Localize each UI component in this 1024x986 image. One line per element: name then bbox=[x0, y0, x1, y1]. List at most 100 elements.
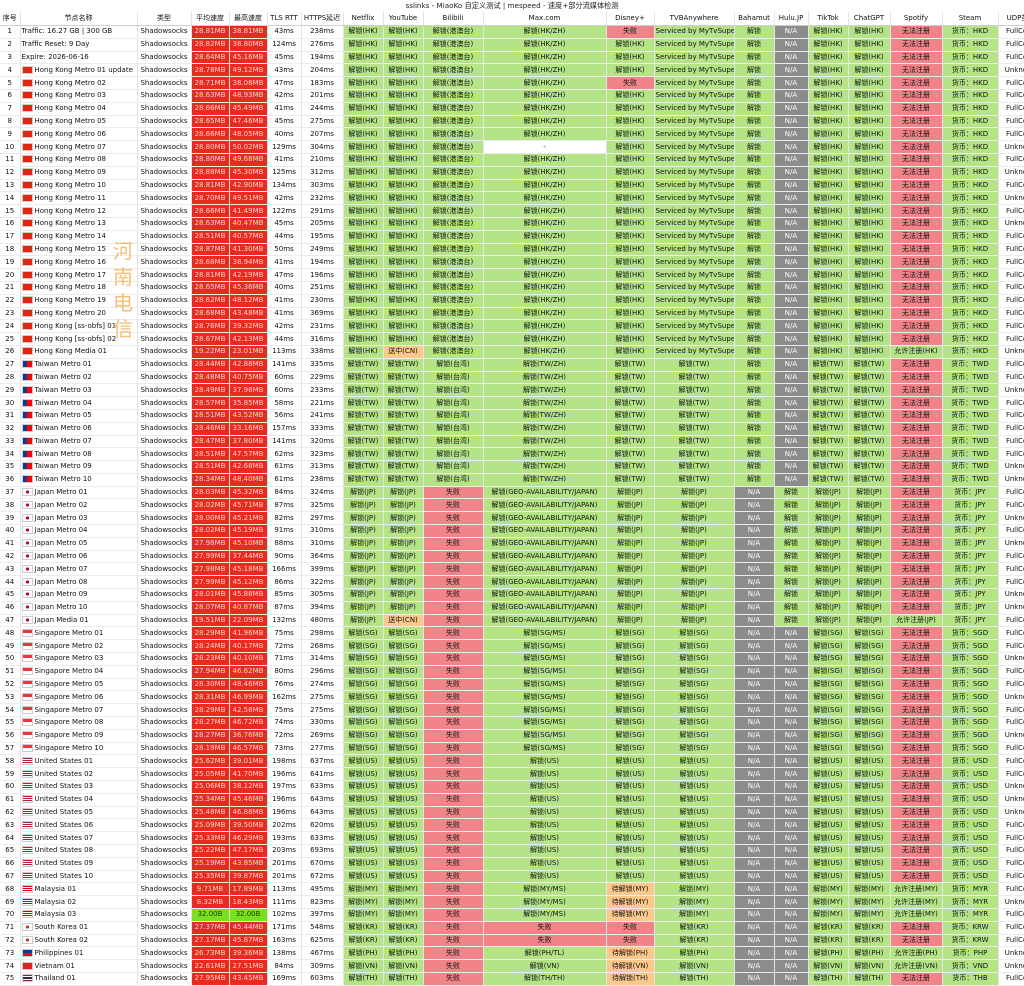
table-row[interactable]: 10 Hong Kong Metro 07 Shadowsocks 28.80MB 50… bbox=[0, 140, 1024, 154]
table-row[interactable]: 19 Hong Kong Metro 16 Shadowsocks 28.68MB 38… bbox=[0, 255, 1024, 270]
table-row[interactable]: 36 Taiwan Metro 10 Shadowsocks 28.34MB 48.40… bbox=[0, 473, 1024, 487]
table-row[interactable]: 66 United States 09 Shadowsocks 25.19MB 43.8… bbox=[0, 857, 1024, 871]
table-row[interactable]: 18 Hong Kong Metro 15 Shadowsocks 28.87MB 41… bbox=[0, 243, 1024, 257]
column-header[interactable]: YouTube bbox=[383, 12, 424, 26]
table-row[interactable]: 7 Hong Kong Metro 04 Shadowsocks 28.66MB 45.… bbox=[0, 102, 1024, 116]
table-row[interactable]: 29 Taiwan Metro 03 Shadowsocks 28.49MB 37.98… bbox=[0, 383, 1024, 398]
table-row[interactable]: 35 Taiwan Metro 09 Shadowsocks 28.51MB 42.68… bbox=[0, 460, 1024, 474]
column-header[interactable]: 平均速度 bbox=[191, 12, 230, 26]
table-row[interactable]: 60 United States 03 Shadowsocks 25.06MB 38.1… bbox=[0, 780, 1024, 794]
table-row[interactable]: 59 United States 02 Shadowsocks 25.05MB 41.7… bbox=[0, 767, 1024, 782]
column-header[interactable]: Steam bbox=[942, 12, 999, 26]
table-row[interactable]: 47 Japan Media 01 Shadowsocks 19.51MB 22.09M… bbox=[0, 614, 1024, 628]
table-row[interactable]: 5 Hong Kong Metro 02 Shadowsocks 28.71MB 38.… bbox=[0, 76, 1024, 90]
table-row[interactable]: 45 Japan Metro 09 Shadowsocks 28.01MB 45.88M… bbox=[0, 588, 1024, 602]
table-row[interactable]: 11 Hong Kong Metro 08 Shadowsocks 28.80MB 49… bbox=[0, 153, 1024, 167]
column-header[interactable]: Netflix bbox=[343, 12, 384, 26]
table-row[interactable]: 33 Taiwan Metro 07 Shadowsocks 28.47MB 37.80… bbox=[0, 435, 1024, 449]
column-header[interactable]: 最高速度 bbox=[229, 12, 268, 26]
table-row[interactable]: 41 Japan Metro 05 Shadowsocks 27.98MB 45.10M… bbox=[0, 537, 1024, 551]
table-row[interactable]: 16 Hong Kong Metro 13 Shadowsocks 28.63MB 40… bbox=[0, 217, 1024, 231]
table-row[interactable]: 15 Hong Kong Metro 12 Shadowsocks 28.66MB 41… bbox=[0, 204, 1024, 218]
table-row[interactable]: 3 Expire: 2026-06-16 Shadowsocks 28.64MB 45.… bbox=[0, 51, 1024, 65]
table-row[interactable]: 13 Hong Kong Metro 10 Shadowsocks 28.81MB 42… bbox=[0, 179, 1024, 193]
table-row[interactable]: 22 Hong Kong Metro 19 Shadowsocks 28.62MB 48… bbox=[0, 294, 1024, 308]
column-header[interactable]: Spotify bbox=[890, 12, 943, 26]
column-header[interactable]: Bilibili bbox=[423, 12, 484, 26]
table-row[interactable]: 61 United States 04 Shadowsocks 25.34MB 45.4… bbox=[0, 793, 1024, 807]
table-row[interactable]: 17 Hong Kong Metro 14 Shadowsocks 28.51MB 40… bbox=[0, 230, 1024, 244]
column-header[interactable]: Disney+ bbox=[606, 12, 655, 26]
table-row[interactable]: 23 Hong Kong Metro 20 Shadowsocks 28.68MB 43… bbox=[0, 307, 1024, 321]
table-row[interactable]: 53 Singapore Metro 06 Shadowsocks 28.31MB 46… bbox=[0, 690, 1024, 705]
table-row[interactable]: 44 Japan Metro 08 Shadowsocks 27.99MB 45.12M… bbox=[0, 575, 1024, 590]
row-index: 10 bbox=[0, 140, 21, 154]
table-row[interactable]: 65 United States 08 Shadowsocks 25.22MB 47.1… bbox=[0, 844, 1024, 858]
column-header[interactable]: HTTPS延迟 bbox=[301, 12, 344, 26]
table-row[interactable]: 27 Taiwan Metro 01 Shadowsocks 28.44MB 42.88… bbox=[0, 358, 1024, 372]
table-row[interactable]: 28 Taiwan Metro 02 Shadowsocks 28.48MB 40.75… bbox=[0, 371, 1024, 385]
tvb-result: 解锁(US) bbox=[654, 780, 735, 794]
table-row[interactable]: 74 Vietnam 01 Shadowsocks 22.61MB 27.51MB 84m… bbox=[0, 959, 1024, 973]
table-row[interactable]: 12 Hong Kong Metro 09 Shadowsocks 28.88MB 45… bbox=[0, 166, 1024, 180]
table-row[interactable]: 52 Singapore Metro 05 Shadowsocks 28.30MB 48… bbox=[0, 678, 1024, 692]
table-row[interactable]: 32 Taiwan Metro 06 Shadowsocks 28.46MB 33.16… bbox=[0, 422, 1024, 436]
table-row[interactable]: 71 South Korea 01 Shadowsocks 27.37MB 45.44M… bbox=[0, 921, 1024, 935]
bahamut-result: N/A bbox=[734, 614, 775, 628]
table-row[interactable]: 42 Japan Metro 06 Shadowsocks 27.99MB 37.44M… bbox=[0, 550, 1024, 564]
table-row[interactable]: 37 Japan Metro 01 Shadowsocks 28.03MB 45.32M… bbox=[0, 486, 1024, 500]
table-row[interactable]: 20 Hong Kong Metro 17 Shadowsocks 28.81MB 42… bbox=[0, 268, 1024, 282]
table-row[interactable]: 25 Hong Kong [ss-obfs] 02 Shadowsocks 28.67… bbox=[0, 332, 1024, 346]
table-row[interactable]: 39 Japan Metro 03 Shadowsocks 28.00MB 45.21M… bbox=[0, 511, 1024, 526]
column-header[interactable]: ChatGPT bbox=[848, 12, 891, 26]
table-row[interactable]: 43 Japan Metro 07 Shadowsocks 27.98MB 45.18M… bbox=[0, 562, 1024, 577]
table-row[interactable]: 63 United States 06 Shadowsocks 25.09MB 39.5… bbox=[0, 818, 1024, 833]
table-row[interactable]: 70 Malaysia 03 Shadowsocks 32.00B 32.00B 102m… bbox=[0, 908, 1024, 922]
column-header[interactable]: 节点名称 bbox=[20, 12, 138, 26]
table-row[interactable]: 40 Japan Metro 04 Shadowsocks 28.02MB 45.19M… bbox=[0, 524, 1024, 538]
table-row[interactable]: 49 Singapore Metro 02 Shadowsocks 28.24MB 40… bbox=[0, 639, 1024, 654]
table-row[interactable]: 72 South Korea 02 Shadowsocks 27.17MB 45.87M… bbox=[0, 934, 1024, 948]
column-header[interactable]: Max.com bbox=[483, 12, 607, 26]
table-row[interactable]: 48 Singapore Metro 01 Shadowsocks 28.29MB 41… bbox=[0, 626, 1024, 641]
table-row[interactable]: 51 Singapore Metro 04 Shadowsocks 27.94MB 46… bbox=[0, 665, 1024, 679]
table-row[interactable]: 30 Taiwan Metro 04 Shadowsocks 28.57MB 35.85… bbox=[0, 396, 1024, 410]
table-row[interactable]: 34 Taiwan Metro 08 Shadowsocks 28.51MB 47.57… bbox=[0, 447, 1024, 462]
table-row[interactable]: 8 Hong Kong Metro 05 Shadowsocks 28.65MB 47.… bbox=[0, 115, 1024, 129]
table-row[interactable]: 58 United States 01 Shadowsocks 25.62MB 39.0… bbox=[0, 754, 1024, 769]
table-row[interactable]: 73 Philippines 01 Shadowsocks 26.73MB 39.36M… bbox=[0, 946, 1024, 961]
table-row[interactable]: 24 Hong Kong [ss-obfs] 01 Shadowsocks 28.76… bbox=[0, 319, 1024, 334]
table-row[interactable]: 54 Singapore Metro 07 Shadowsocks 28.29MB 42… bbox=[0, 703, 1024, 718]
table-row[interactable]: 14 Hong Kong Metro 11 Shadowsocks 28.70MB 49… bbox=[0, 191, 1024, 206]
table-row[interactable]: 50 Singapore Metro 03 Shadowsocks 28.23MB 40… bbox=[0, 652, 1024, 666]
column-header[interactable]: UDP类型 bbox=[998, 12, 1024, 26]
column-header[interactable]: TLS RTT bbox=[267, 12, 302, 26]
table-row[interactable]: 67 United States 10 Shadowsocks 25.35MB 39.8… bbox=[0, 870, 1024, 884]
table-row[interactable]: 56 Singapore Metro 09 Shadowsocks 28.27MB 36… bbox=[0, 729, 1024, 743]
table-row[interactable]: 26 Hong Kong Media 01 Shadowsocks 19.22MB 23… bbox=[0, 345, 1024, 359]
column-header[interactable]: 类型 bbox=[137, 12, 192, 26]
column-header[interactable]: 序号 bbox=[0, 12, 21, 26]
chatgpt-result: 解锁(TW) bbox=[848, 371, 891, 385]
table-row[interactable]: 75 Thailand 01 Shadowsocks 27.95MB 43.45MB 16… bbox=[0, 972, 1024, 986]
table-row[interactable]: 55 Singapore Metro 08 Shadowsocks 28.27MB 46… bbox=[0, 716, 1024, 730]
table-row[interactable]: 62 United States 05 Shadowsocks 25.48MB 46.8… bbox=[0, 806, 1024, 820]
column-header[interactable]: Hulu.JP bbox=[774, 12, 809, 26]
column-header[interactable]: Bahamut bbox=[734, 12, 775, 26]
table-row[interactable]: 2 Traffic Reset: 9 Day Shadowsocks 28.82MB 3… bbox=[0, 38, 1024, 52]
table-row[interactable]: 57 Singapore Metro 10 Shadowsocks 28.19MB 46… bbox=[0, 742, 1024, 756]
table-row[interactable]: 31 Taiwan Metro 05 Shadowsocks 28.51MB 43.52… bbox=[0, 409, 1024, 423]
table-row[interactable]: 46 Japan Metro 10 Shadowsocks 28.07MB 40.87M… bbox=[0, 601, 1024, 615]
table-row[interactable]: 38 Japan Metro 02 Shadowsocks 28.02MB 45.71M… bbox=[0, 498, 1024, 513]
table-row[interactable]: 9 Hong Kong Metro 06 Shadowsocks 28.66MB 48.… bbox=[0, 127, 1024, 142]
table-row[interactable]: 6 Hong Kong Metro 03 Shadowsocks 28.63MB 48.… bbox=[0, 89, 1024, 103]
table-row[interactable]: 64 United States 07 Shadowsocks 25.33MB 46.2… bbox=[0, 831, 1024, 845]
table-row[interactable]: 1 Traffic: 16.27 GB | 300 GB Shadowsocks 28… bbox=[0, 25, 1024, 39]
table-row[interactable]: 68 Malaysia 01 Shadowsocks 9.71MB 17.89MB 113… bbox=[0, 882, 1024, 897]
table-row[interactable]: 4 Hong Kong Metro 01 update Shadowsocks 28.… bbox=[0, 63, 1024, 78]
table-row[interactable]: 69 Malaysia 02 Shadowsocks 8.32MB 18.43MB 111… bbox=[0, 895, 1024, 909]
table-row[interactable]: 21 Hong Kong Metro 18 Shadowsocks 28.65MB 45… bbox=[0, 281, 1024, 295]
avg-speed: 28.81MB bbox=[191, 268, 230, 282]
column-header[interactable]: TikTok bbox=[808, 12, 849, 26]
column-header[interactable]: TVBAnywhere bbox=[654, 12, 735, 26]
